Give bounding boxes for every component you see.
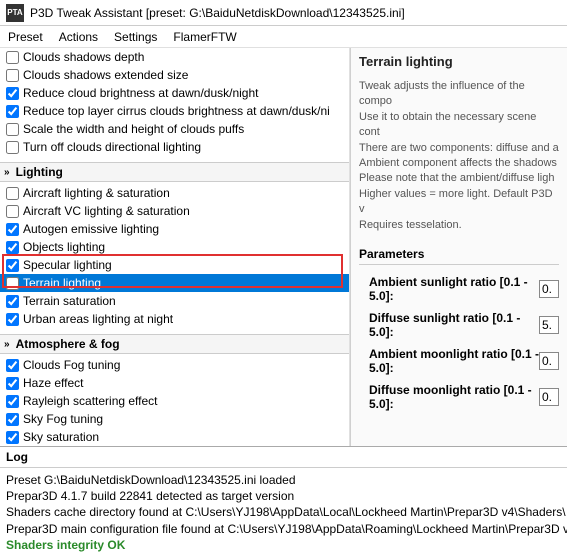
lighting-item-2-label: Autogen emissive lighting <box>23 222 159 236</box>
atmos-item-2[interactable]: Rayleigh scattering effect <box>0 392 349 410</box>
clouds-item-0-label: Clouds shadows depth <box>23 50 144 64</box>
clouds-item-4-label: Scale the width and height of clouds puf… <box>23 122 244 136</box>
menu-actions[interactable]: Actions <box>59 30 98 44</box>
clouds-item-3-checkbox[interactable] <box>6 105 19 118</box>
lighting-item-4-label: Specular lighting <box>23 258 112 272</box>
lighting-item-7[interactable]: Urban areas lighting at night <box>0 310 349 328</box>
lighting-item-3-checkbox[interactable] <box>6 241 19 254</box>
param-row-2: Ambient moonlight ratio [0.1 - 5.0]: <box>359 347 559 375</box>
clouds-item-2[interactable]: Reduce cloud brightness at dawn/dusk/nig… <box>0 84 349 102</box>
clouds-item-1[interactable]: Clouds shadows extended size <box>0 66 349 84</box>
lighting-item-0-checkbox[interactable] <box>6 187 19 200</box>
clouds-item-1-checkbox[interactable] <box>6 69 19 82</box>
log-header: Log <box>0 447 567 468</box>
atmos-item-4-checkbox[interactable] <box>6 431 19 444</box>
log-ok: Shaders integrity OK <box>6 537 561 553</box>
lighting-item-0-label: Aircraft lighting & saturation <box>23 186 170 200</box>
titlebar: PTA P3D Tweak Assistant [preset: G:\Baid… <box>0 0 567 26</box>
right-panel: Terrain lighting Tweak adjusts the influ… <box>350 48 567 446</box>
lighting-item-3[interactable]: Objects lighting <box>0 238 349 256</box>
param-input-3[interactable] <box>539 388 559 406</box>
section-lighting-label: Lighting <box>16 165 63 179</box>
atmos-item-1-label: Haze effect <box>23 376 83 390</box>
atmos-item-3[interactable]: Sky Fog tuning <box>0 410 349 428</box>
lighting-item-5-checkbox[interactable] <box>6 277 19 290</box>
main-area: Clouds shadows depth Clouds shadows exten… <box>0 48 567 446</box>
lighting-item-6-label: Terrain saturation <box>23 294 116 308</box>
param-label-3: Diffuse moonlight ratio [0.1 - 5.0]: <box>369 383 539 411</box>
clouds-item-2-checkbox[interactable] <box>6 87 19 100</box>
clouds-item-4-checkbox[interactable] <box>6 123 19 136</box>
param-label-1: Diffuse sunlight ratio [0.1 - 5.0]: <box>369 311 539 339</box>
atmos-item-0-label: Clouds Fog tuning <box>23 358 120 372</box>
param-row-0: Ambient sunlight ratio [0.1 - 5.0]: <box>359 275 559 303</box>
lighting-item-5[interactable]: Terrain lighting <box>0 274 349 292</box>
param-input-1[interactable] <box>539 316 559 334</box>
lighting-item-6[interactable]: Terrain saturation <box>0 292 349 310</box>
lighting-item-1[interactable]: Aircraft VC lighting & saturation <box>0 202 349 220</box>
clouds-item-3[interactable]: Reduce top layer cirrus clouds brightnes… <box>0 102 349 120</box>
clouds-item-3-label: Reduce top layer cirrus clouds brightnes… <box>23 104 330 118</box>
menu-preset[interactable]: Preset <box>8 30 43 44</box>
atmos-item-4-label: Sky saturation <box>23 430 99 444</box>
clouds-item-1-label: Clouds shadows extended size <box>23 68 188 82</box>
chevron-down-icon: » <box>4 339 10 350</box>
atmos-item-2-checkbox[interactable] <box>6 395 19 408</box>
log-line: Prepar3D 4.1.7 build 22841 detected as t… <box>6 488 561 504</box>
section-atmosphere-label: Atmosphere & fog <box>16 337 120 351</box>
atmos-item-1[interactable]: Haze effect <box>0 374 349 392</box>
param-label-2: Ambient moonlight ratio [0.1 - 5.0]: <box>369 347 539 375</box>
lighting-item-0[interactable]: Aircraft lighting & saturation <box>0 184 349 202</box>
section-atmosphere[interactable]: » Atmosphere & fog <box>0 334 349 354</box>
atmos-item-3-label: Sky Fog tuning <box>23 412 103 426</box>
atmos-item-0-checkbox[interactable] <box>6 359 19 372</box>
lighting-item-4-checkbox[interactable] <box>6 259 19 272</box>
clouds-item-0[interactable]: Clouds shadows depth <box>0 48 349 66</box>
log-body: Preset G:\BaiduNetdiskDownload\12343525.… <box>0 468 567 557</box>
lighting-item-6-checkbox[interactable] <box>6 295 19 308</box>
atmos-item-0[interactable]: Clouds Fog tuning <box>0 356 349 374</box>
param-label-0: Ambient sunlight ratio [0.1 - 5.0]: <box>369 275 539 303</box>
clouds-item-4[interactable]: Scale the width and height of clouds puf… <box>0 120 349 138</box>
atmos-item-4[interactable]: Sky saturation <box>0 428 349 446</box>
param-row-1: Diffuse sunlight ratio [0.1 - 5.0]: <box>359 311 559 339</box>
log-line: Prepar3D main configuration file found a… <box>6 521 561 537</box>
log-section: Log Preset G:\BaiduNetdiskDownload\12343… <box>0 446 567 557</box>
app-icon: PTA <box>6 4 24 22</box>
atmos-item-1-checkbox[interactable] <box>6 377 19 390</box>
menu-flamer[interactable]: FlamerFTW <box>173 30 236 44</box>
lighting-item-2[interactable]: Autogen emissive lighting <box>0 220 349 238</box>
detail-title: Terrain lighting <box>359 54 559 69</box>
chevron-down-icon: » <box>4 167 10 178</box>
atmos-item-2-label: Rayleigh scattering effect <box>23 394 158 408</box>
lighting-item-2-checkbox[interactable] <box>6 223 19 236</box>
clouds-item-5[interactable]: Turn off clouds directional lighting <box>0 138 349 156</box>
menu-settings[interactable]: Settings <box>114 30 157 44</box>
log-line: Shaders cache directory found at C:\User… <box>6 504 561 520</box>
section-lighting[interactable]: » Lighting <box>0 162 349 182</box>
param-input-2[interactable] <box>539 352 559 370</box>
lighting-item-4[interactable]: Specular lighting <box>0 256 349 274</box>
parameters-header: Parameters <box>359 247 559 265</box>
lighting-item-1-label: Aircraft VC lighting & saturation <box>23 204 190 218</box>
lighting-item-3-label: Objects lighting <box>23 240 105 254</box>
log-line: Preset G:\BaiduNetdiskDownload\12343525.… <box>6 472 561 488</box>
param-input-0[interactable] <box>539 280 559 298</box>
param-row-3: Diffuse moonlight ratio [0.1 - 5.0]: <box>359 383 559 411</box>
menubar: Preset Actions Settings FlamerFTW <box>0 26 567 48</box>
atmos-item-3-checkbox[interactable] <box>6 413 19 426</box>
clouds-item-2-label: Reduce cloud brightness at dawn/dusk/nig… <box>23 86 258 100</box>
lighting-item-5-label: Terrain lighting <box>23 276 101 290</box>
window-title: P3D Tweak Assistant [preset: G:\BaiduNet… <box>30 6 405 20</box>
clouds-item-0-checkbox[interactable] <box>6 51 19 64</box>
left-panel: Clouds shadows depth Clouds shadows exten… <box>0 48 350 446</box>
lighting-item-7-label: Urban areas lighting at night <box>23 312 173 326</box>
clouds-item-5-label: Turn off clouds directional lighting <box>23 140 201 154</box>
detail-description: Tweak adjusts the influence of the compo… <box>359 79 559 233</box>
clouds-item-5-checkbox[interactable] <box>6 141 19 154</box>
lighting-item-1-checkbox[interactable] <box>6 205 19 218</box>
lighting-item-7-checkbox[interactable] <box>6 313 19 326</box>
